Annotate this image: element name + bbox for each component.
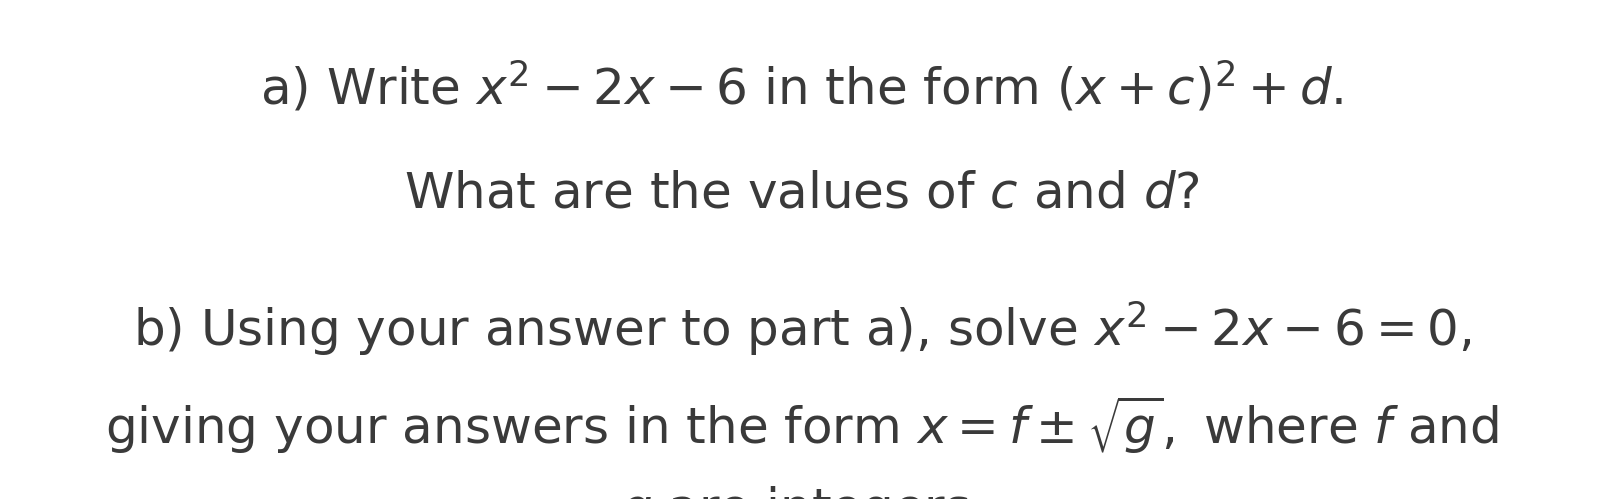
Text: a) Write $x^2 - 2x - 6$ in the form $(x + c)^2 + d.$: a) Write $x^2 - 2x - 6$ in the form $(x …	[260, 60, 1344, 115]
Text: $g$ are integers.: $g$ are integers.	[621, 484, 983, 499]
Text: What are the values of $c$ and $d$?: What are the values of $c$ and $d$?	[404, 170, 1200, 218]
Text: b) Using your answer to part a), solve $x^2 - 2x - 6 = 0,$: b) Using your answer to part a), solve $…	[133, 299, 1471, 358]
Text: giving your answers in the form $x = f \pm \sqrt{g},$ where $f$ and: giving your answers in the form $x = f \…	[104, 394, 1500, 457]
